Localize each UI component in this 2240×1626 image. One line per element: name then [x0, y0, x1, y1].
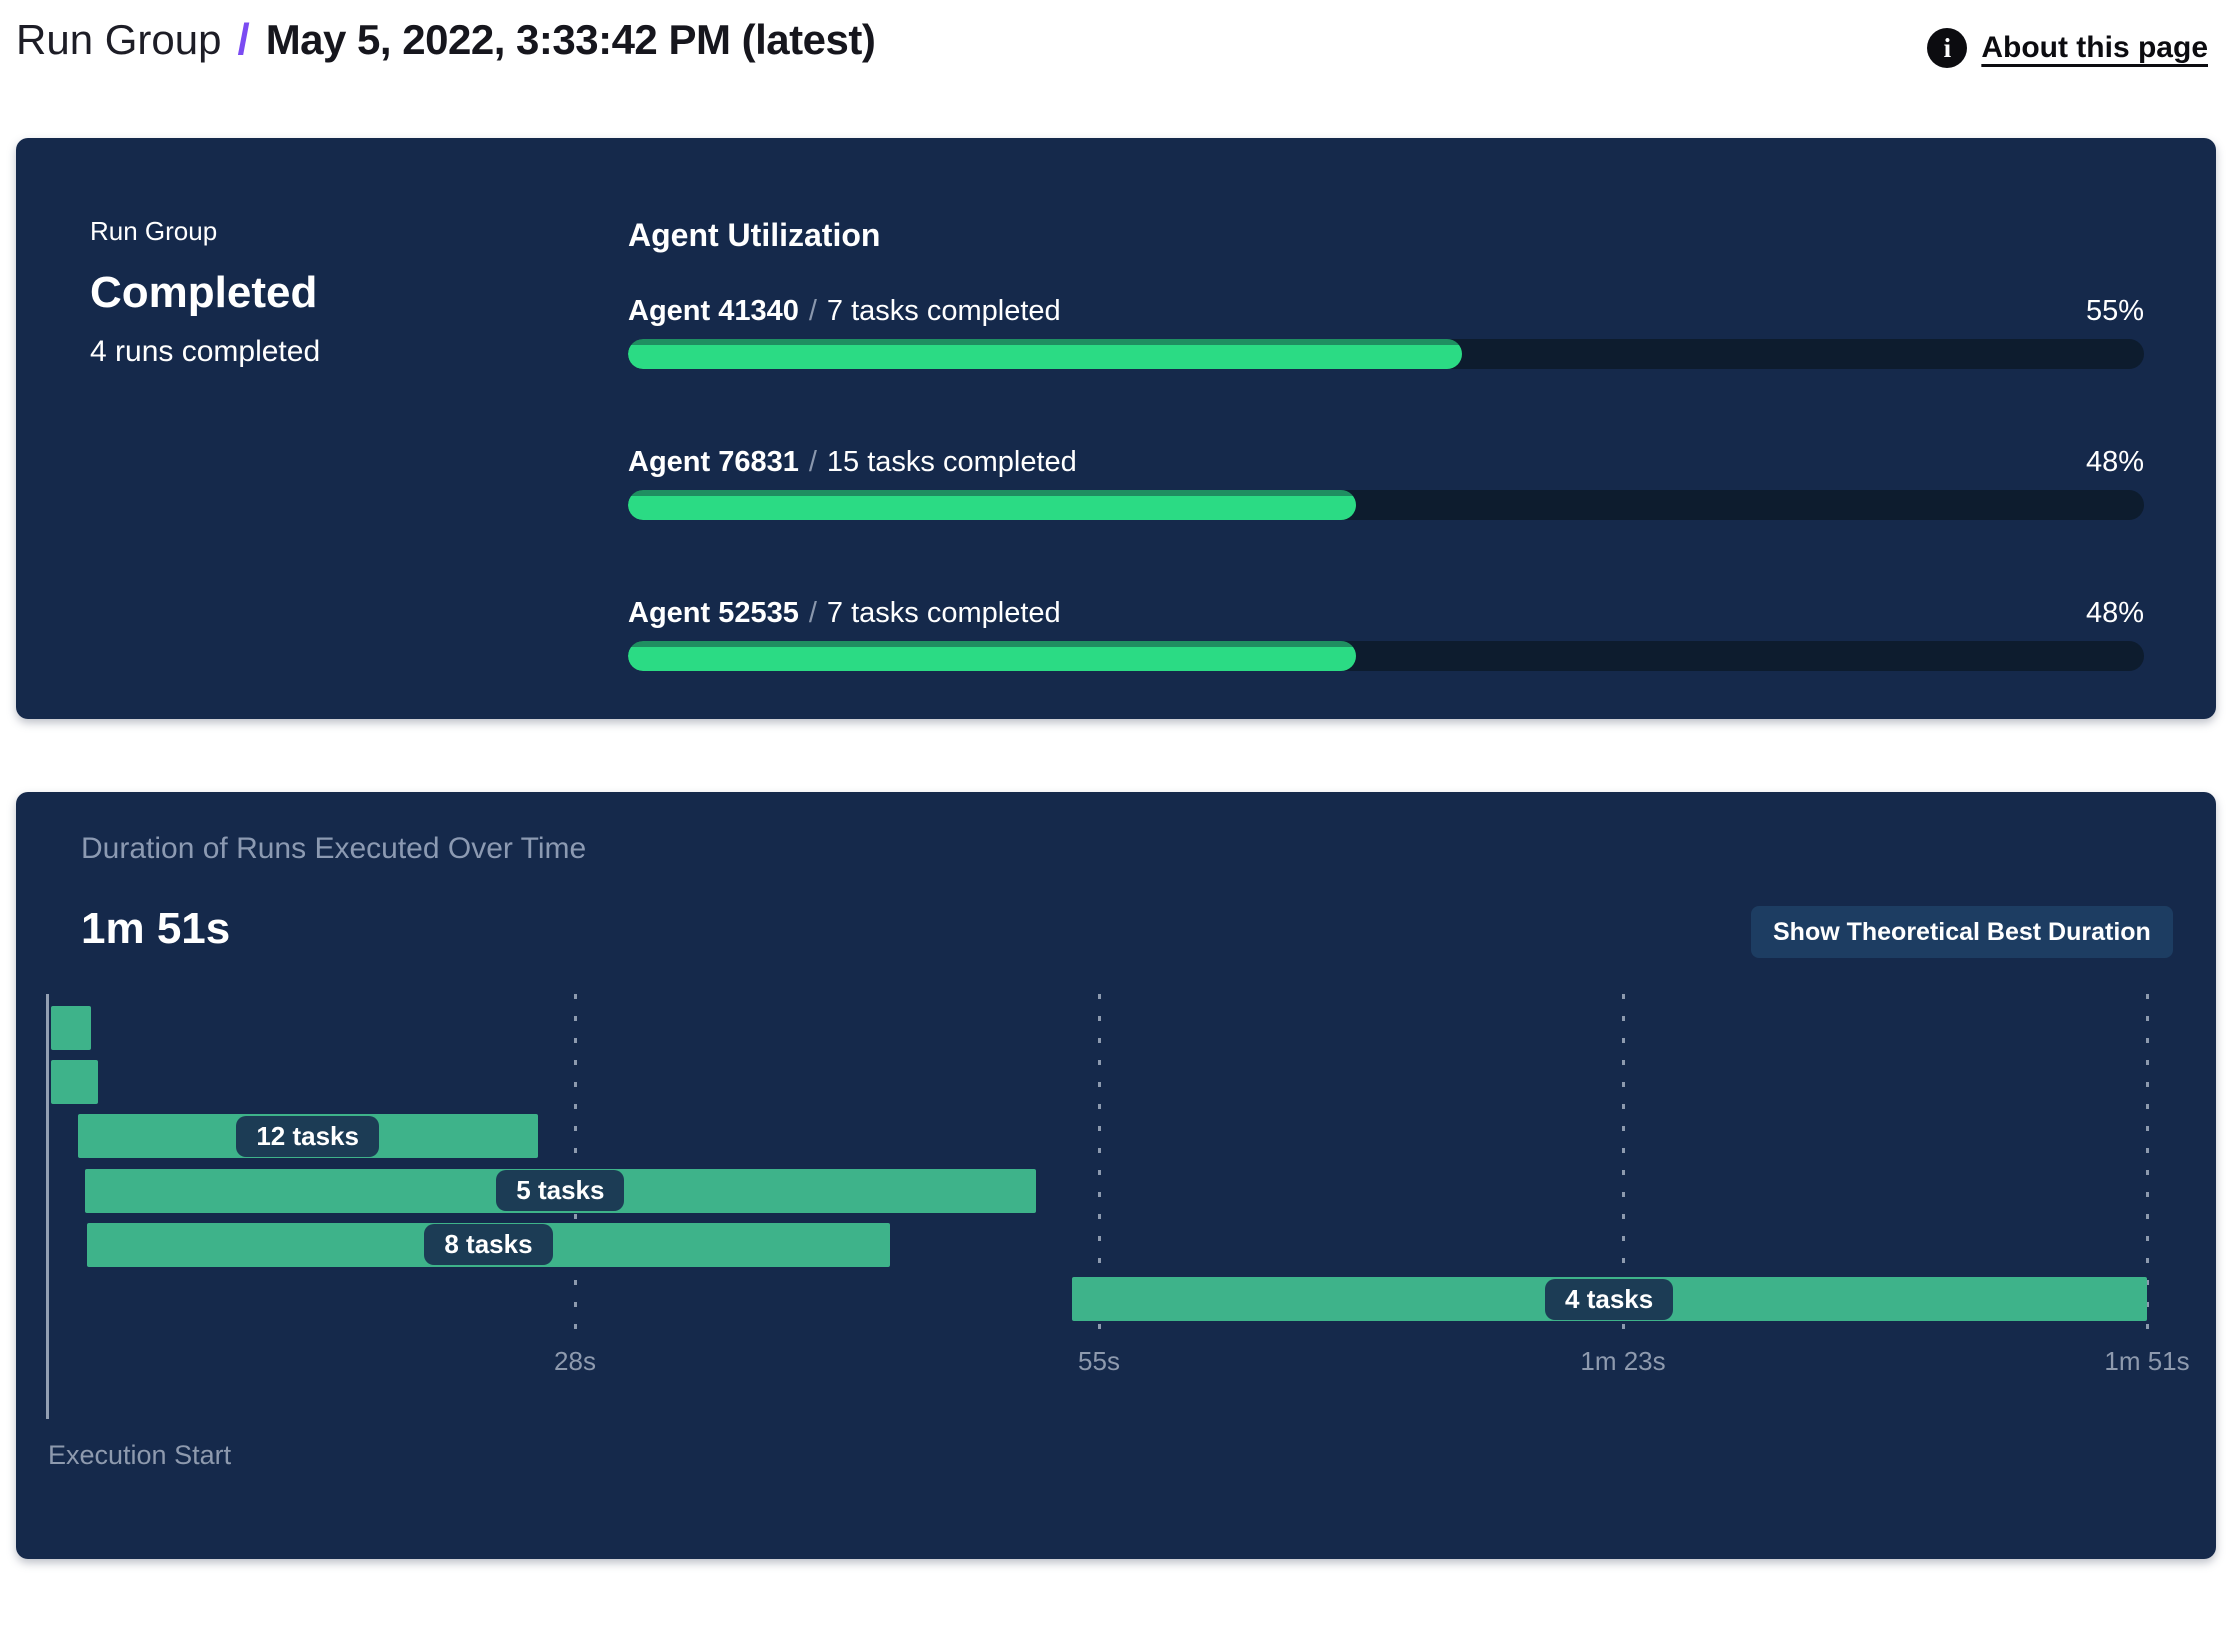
- run-duration-bar[interactable]: 12 tasks: [77, 1114, 538, 1159]
- task-count-chip: 5 tasks: [496, 1170, 625, 1212]
- run-group-status: Completed: [90, 268, 318, 318]
- agent-tasks-completed: 7 tasks completed: [826, 596, 1061, 629]
- agent-utilization-fill: [628, 489, 1356, 520]
- duration-chart-title: Duration of Runs Executed Over Time: [81, 832, 587, 865]
- about-this-page[interactable]: i About this page: [1927, 28, 2208, 68]
- gantt-gridline: [1098, 994, 1101, 1334]
- agent-rows: Agent 41340 / 7 tasks completed 55% Agent 76…: [628, 294, 2144, 671]
- runs-completed-count: 4 runs completed: [90, 334, 321, 368]
- run-group-summary-panel: Run Group Completed 4 runs completed Age…: [16, 138, 2216, 719]
- agent-name: Agent 76831: [628, 446, 799, 479]
- run-duration-bar[interactable]: 5 tasks: [85, 1168, 1036, 1213]
- about-this-page-link[interactable]: About this page: [1981, 31, 2208, 64]
- duration-panel: Duration of Runs Executed Over Time 1m 5…: [16, 792, 2216, 1559]
- agent-row-label: Agent 41340 / 7 tasks completed: [628, 294, 1061, 329]
- agent-utilization-track: [628, 640, 2144, 671]
- agent-utilization-fill: [628, 640, 1356, 671]
- agent-tasks-completed: 15 tasks completed: [826, 446, 1077, 479]
- agent-utilization-percent: 48%: [2085, 596, 2144, 629]
- gantt-chart: 28s 55s 1m 23s 1m 51s 12 tasks 5 tasks 8 tasks…: [16, 792, 2216, 1559]
- agent-name: Agent 41340: [628, 295, 799, 328]
- task-count-chip: 4 tasks: [1545, 1278, 1674, 1320]
- gantt-gridline: [1622, 994, 1625, 1334]
- execution-start-label: Execution Start: [48, 1440, 232, 1470]
- task-count-chip: 8 tasks: [424, 1224, 553, 1266]
- breadcrumb-run-group: Run Group: [16, 16, 222, 63]
- run-duration-bar[interactable]: 8 tasks: [87, 1222, 890, 1267]
- run-duration-bar[interactable]: [51, 1060, 99, 1105]
- breadcrumb-separator: /: [237, 15, 250, 64]
- total-duration-value: 1m 51s: [81, 904, 231, 953]
- agent-utilization-percent: 55%: [2085, 295, 2144, 328]
- gantt-gridline: [2146, 994, 2149, 1334]
- agent-utilization-section: Agent Utilization Agent 41340 / 7 tasks co…: [628, 216, 2144, 719]
- breadcrumb: Run Group / May 5, 2022, 3:33:42 PM (lat…: [16, 14, 876, 67]
- agent-utilization-track: [628, 489, 2144, 520]
- agent-utilization-row: Agent 41340 / 7 tasks completed 55%: [628, 294, 2144, 370]
- x-axis-tick-label: 1m 23s: [1580, 1346, 1666, 1376]
- agent-name: Agent 52535: [628, 596, 799, 629]
- x-axis-tick-label: 1m 51s: [2104, 1346, 2190, 1376]
- run-group-label: Run Group: [90, 216, 218, 246]
- page-title: May 5, 2022, 3:33:42 PM (latest): [265, 16, 876, 63]
- gantt-gridline: [574, 994, 577, 1334]
- run-duration-bar[interactable]: 4 tasks: [1071, 1277, 2147, 1321]
- task-count-chip: 12 tasks: [236, 1115, 379, 1157]
- agent-row-header: Agent 52535 / 7 tasks completed 48%: [628, 596, 2144, 631]
- agent-utilization-row: Agent 52535 / 7 tasks completed 48%: [628, 596, 2144, 671]
- show-theoretical-best-duration-button[interactable]: Show Theoretical Best Duration: [1751, 906, 2173, 958]
- x-axis-tick-label: 28s: [554, 1346, 596, 1376]
- agent-row-header: Agent 41340 / 7 tasks completed 55%: [628, 294, 2144, 329]
- agent-utilization-fill: [628, 339, 1462, 370]
- run-duration-bar[interactable]: [51, 1006, 91, 1050]
- execution-start-axis-line: [46, 994, 49, 1419]
- agent-separator: /: [808, 596, 817, 629]
- agent-row-label: Agent 52535 / 7 tasks completed: [628, 596, 1061, 631]
- agent-row-header: Agent 76831 / 15 tasks completed 48%: [628, 445, 2144, 480]
- agent-row-label: Agent 76831 / 15 tasks completed: [628, 445, 1077, 480]
- agent-utilization-percent: 48%: [2085, 446, 2144, 479]
- agent-utilization-row: Agent 76831 / 15 tasks completed 48%: [628, 445, 2144, 520]
- x-axis-tick-label: 55s: [1078, 1346, 1120, 1376]
- agent-tasks-completed: 7 tasks completed: [826, 295, 1061, 328]
- run-group-status-block: Run Group Completed 4 runs completed: [90, 216, 628, 719]
- agent-separator: /: [808, 446, 817, 479]
- agent-utilization-track: [628, 339, 2144, 370]
- agent-separator: /: [808, 295, 817, 328]
- page-header: Run Group / May 5, 2022, 3:33:42 PM (lat…: [0, 0, 2240, 138]
- agent-utilization-title: Agent Utilization: [628, 217, 881, 253]
- info-icon[interactable]: i: [1927, 28, 1968, 68]
